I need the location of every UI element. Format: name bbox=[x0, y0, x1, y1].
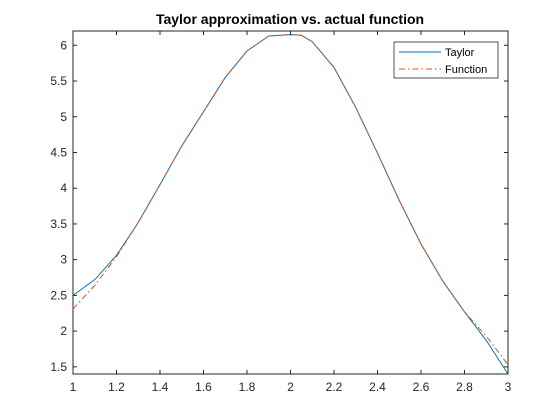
y-tick-label: 2 bbox=[60, 324, 67, 338]
y-tick-label: 5.5 bbox=[50, 74, 67, 88]
legend-label-taylor: Taylor bbox=[445, 47, 475, 59]
x-tick-label: 3 bbox=[505, 380, 512, 394]
series-line-function bbox=[72, 34, 509, 366]
axes-box bbox=[72, 30, 509, 375]
x-tick-label: 1 bbox=[70, 380, 77, 394]
x-tick-label: 1.8 bbox=[239, 380, 256, 394]
y-tick-label: 4 bbox=[60, 181, 67, 195]
x-tick-label: 2.6 bbox=[413, 380, 430, 394]
plot-area: 1 1.2 1.4 1.6 1.8 2 2.2 2.4 2.6 2.8 3 1.5 2 2.5 3 3.5 4 4… bbox=[50, 30, 512, 394]
x-tick-label: 2 bbox=[287, 380, 294, 394]
x-tick-label: 1.6 bbox=[195, 380, 212, 394]
y-tick-label: 2.5 bbox=[50, 288, 67, 302]
axis-ticks: 1 1.2 1.4 1.6 1.8 2 2.2 2.4 2.6 2.8 3 1.5 2 2.5 3 3.5 4 4… bbox=[50, 31, 512, 394]
y-tick-label: 4.5 bbox=[50, 145, 67, 159]
y-tick-label: 3.5 bbox=[50, 217, 67, 231]
legend: Taylor Function bbox=[393, 41, 499, 79]
y-tick-label: 1.5 bbox=[50, 360, 67, 374]
chart-title: Taylor approximation vs. actual function bbox=[156, 11, 424, 27]
y-tick-label: 3 bbox=[60, 253, 67, 267]
x-tick-label: 1.2 bbox=[108, 380, 125, 394]
legend-box bbox=[393, 41, 499, 79]
x-tick-label: 2.8 bbox=[456, 380, 473, 394]
x-tick-label: 2.2 bbox=[326, 380, 343, 394]
y-tick-label: 6 bbox=[60, 38, 67, 52]
x-tick-label: 1.4 bbox=[152, 380, 169, 394]
x-tick-label: 2.4 bbox=[369, 380, 386, 394]
series-layer bbox=[72, 34, 509, 375]
legend-label-function: Function bbox=[445, 64, 487, 76]
y-tick-label: 5 bbox=[60, 110, 67, 124]
